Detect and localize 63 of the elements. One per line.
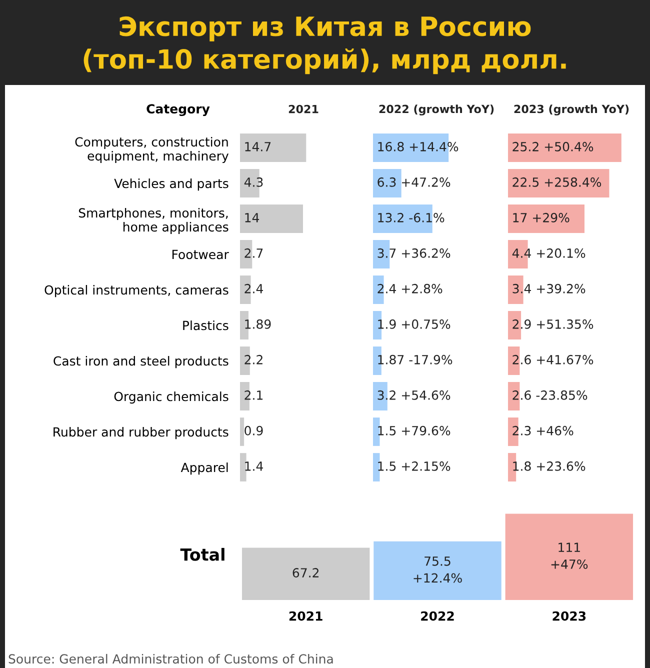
- x-tick-label: 2021: [289, 611, 322, 621]
- data-label: 14.7: [245, 142, 271, 152]
- data-label: 1.4: [245, 462, 263, 471]
- data-label: 3.7 +36.2%: [378, 248, 450, 258]
- y-tick-label: Rubber and rubber products: [54, 427, 228, 440]
- bar: [240, 453, 246, 482]
- bar: [508, 134, 622, 162]
- data-label: 75.5 +12.4%: [414, 556, 462, 583]
- bar: [373, 169, 402, 198]
- y-tick-label: Smartphones, monitors, home appliances: [78, 208, 228, 234]
- data-label: 2.4 +2.8%: [378, 284, 442, 294]
- data-label: 4.4 +20.1%: [512, 248, 586, 258]
- y-tick-label: Computers, construction equipment, machinery: [75, 136, 229, 164]
- data-label: 3.2 +54.6%: [378, 390, 450, 400]
- data-label: 2.2: [244, 354, 262, 364]
- y-tick-label: Optical instruments, cameras: [44, 285, 228, 298]
- y-tick-label: Footwear: [172, 250, 229, 260]
- bar: [240, 418, 244, 446]
- data-label: 1.5 +2.15%: [378, 461, 450, 471]
- bar: [240, 204, 303, 233]
- y-tick-label: Plastics: [183, 320, 228, 330]
- chart-title: 2022 (growth YoY): [379, 104, 494, 116]
- data-label: 2.4: [244, 284, 263, 294]
- y-tick-label: Apparel: [180, 462, 228, 475]
- y-tick-label: Vehicles and parts: [114, 178, 228, 191]
- data-label: 4.3: [244, 177, 263, 187]
- data-label: 22.5 +258.4%: [512, 177, 602, 187]
- chart-subtitle: 2021: [288, 104, 318, 114]
- data-label: 13.2 -6.1%: [378, 212, 444, 222]
- y-axis-title: Total: [180, 548, 224, 561]
- data-label: 111 +47%: [551, 542, 588, 569]
- data-label: 2.6 -23.85%: [512, 390, 588, 400]
- data-label: 17 +29%: [513, 212, 570, 222]
- x-tick-label: 2022: [421, 611, 454, 621]
- data-label: 2.3 +46%: [512, 426, 574, 436]
- y-tick-label: Organic chemicals: [114, 392, 228, 404]
- data-label: 3.4 +39.2%: [512, 284, 586, 294]
- source-note: Source: General Administration of Customs of China: [8, 654, 333, 664]
- data-label: 6.3 +47.2%: [378, 177, 450, 187]
- data-label: 1.89: [245, 319, 271, 329]
- data-label: 2.1: [244, 390, 263, 400]
- data-label: 2.7: [244, 248, 263, 258]
- bar: [240, 134, 306, 162]
- data-label: 1.87 -17.9%: [378, 354, 452, 364]
- data-label: 2.9 +51.35%: [512, 319, 594, 329]
- data-label: 14: [245, 213, 260, 222]
- data-label: 0.9: [244, 426, 263, 436]
- bar: [508, 169, 610, 198]
- data-label: 16.8 +14.4%: [378, 142, 458, 152]
- bar: [373, 453, 380, 482]
- chart-title: 2023 (growth YoY): [514, 104, 629, 116]
- bar: [373, 418, 380, 446]
- bar: [508, 204, 584, 233]
- x-tick-label: 2023: [552, 611, 586, 621]
- chart-title: Экспорт из Китая в Россию (топ-10 категорий), млрд долл.: [84, 16, 566, 74]
- data-label: 2.6 +41.67%: [512, 354, 594, 364]
- data-label: 1.8 +23.6%: [513, 461, 586, 471]
- y-axis-title: Category: [146, 104, 210, 116]
- data-label: 1.9 +0.75%: [378, 319, 450, 329]
- data-label: 67.2: [292, 568, 318, 578]
- data-label: 1.5 +79.6%: [378, 426, 450, 436]
- y-tick-label: Cast iron and steel products: [54, 356, 228, 368]
- data-label: 25.2 +50.4%: [512, 142, 594, 152]
